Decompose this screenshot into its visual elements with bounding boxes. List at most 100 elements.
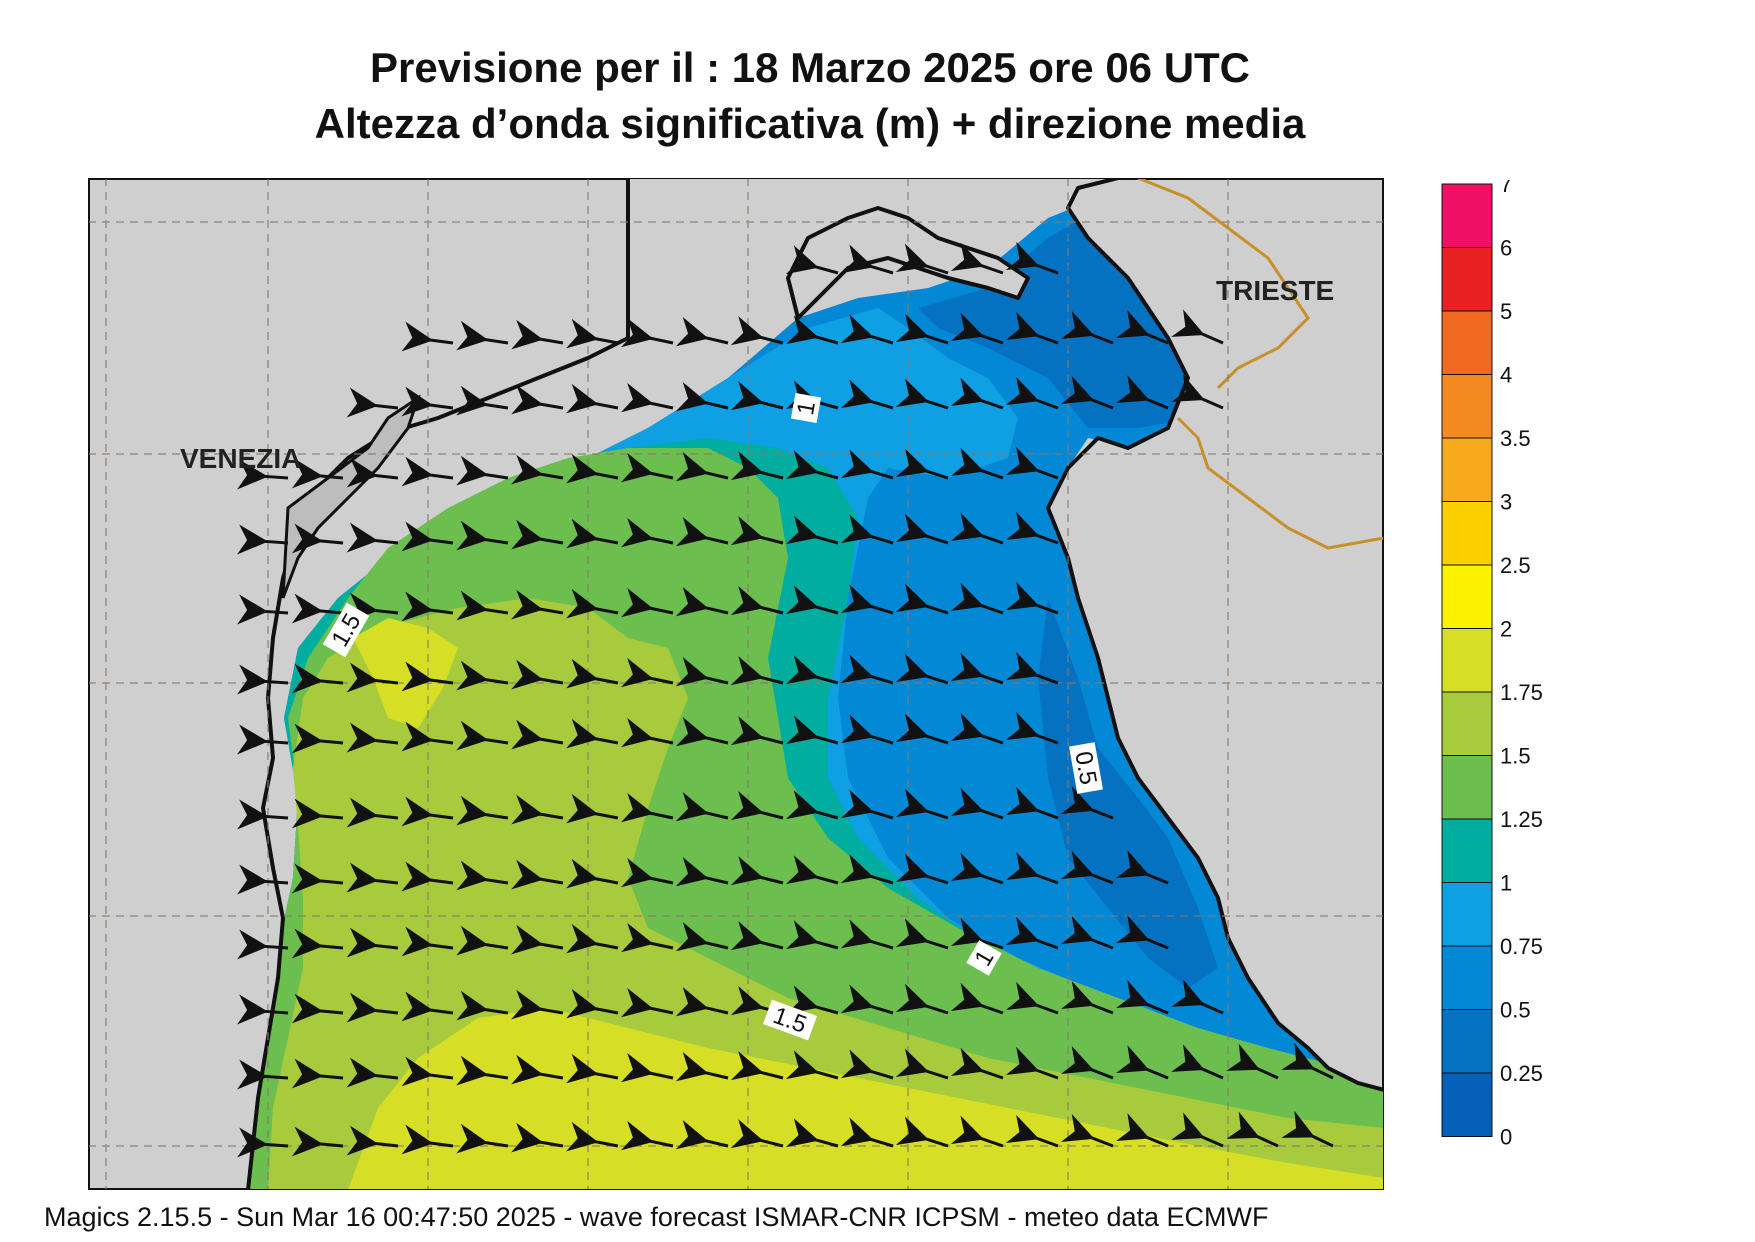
wave-arrow [346, 457, 399, 488]
wave-arrow [1116, 375, 1169, 410]
wave-arrow [1116, 980, 1169, 1015]
wave-arrow [785, 715, 839, 745]
wave-arrow [730, 921, 784, 951]
wave-arrow [237, 594, 289, 625]
wave-arrow [346, 592, 399, 623]
wave-arrow [1060, 1045, 1114, 1080]
wave-arrow [730, 791, 784, 821]
wave-arrow [511, 794, 564, 825]
wave-arrow [346, 522, 399, 553]
wave-arrow [237, 459, 289, 490]
wave-arrow [950, 852, 1004, 885]
wave-arrow [291, 1126, 344, 1157]
wave-arrow [401, 1124, 454, 1155]
wave-arrow [237, 524, 289, 555]
wave-arrow [675, 517, 729, 547]
wave-arrow [291, 993, 344, 1024]
wave-arrow [237, 994, 289, 1025]
wave-arrow [237, 799, 289, 830]
legend-label: 3 [1500, 490, 1512, 515]
wave-arrow [785, 790, 839, 820]
wave-arrow [1005, 1046, 1059, 1080]
wave-arrow [566, 718, 619, 749]
legend-swatch [1441, 755, 1493, 820]
wave-arrow [566, 988, 619, 1019]
wave-arrow [950, 312, 1004, 345]
legend-swatch [1441, 247, 1493, 312]
wave-arrow [566, 658, 619, 689]
wave-arrow [1281, 1110, 1334, 1148]
wave-arrow [291, 1058, 344, 1089]
legend-swatch [1441, 437, 1493, 502]
legend-swatch [1441, 1072, 1493, 1137]
wave-arrow [730, 381, 784, 411]
legend-label: 0 [1500, 1125, 1512, 1150]
wave-arrow [620, 857, 674, 888]
wave-arrow [566, 518, 619, 549]
wave-arrow [401, 991, 454, 1022]
wave-arrow [1005, 446, 1059, 480]
legend-label: 7 [1500, 180, 1512, 197]
wave-arrow [456, 320, 509, 351]
wave-arrow [1005, 511, 1059, 545]
wave-arrow [840, 584, 894, 615]
wave-arrow [1005, 711, 1059, 745]
wave-arrow [401, 521, 454, 552]
wave-arrow [401, 1056, 454, 1087]
wave-arrow [840, 449, 894, 480]
legend-label: 1.25 [1500, 807, 1543, 832]
wave-arrow [456, 1123, 509, 1154]
wave-arrow [511, 384, 564, 415]
wave-arrow [840, 1117, 894, 1148]
legend-label: 6 [1500, 236, 1512, 261]
wave-arrow [950, 447, 1004, 480]
wave-arrow [785, 450, 839, 480]
wave-arrow [566, 1053, 619, 1084]
wave-arrow [620, 452, 674, 483]
wave-arrow [511, 519, 564, 550]
wave-arrow [1060, 1113, 1114, 1148]
wave-arrow [1060, 310, 1114, 345]
legend-label: 2.5 [1500, 553, 1531, 578]
wave-arrow [950, 1047, 1004, 1080]
wave-arrow [895, 583, 949, 615]
wave-arrow [1171, 309, 1224, 345]
wave-arrow [675, 657, 729, 687]
legend-swatch [1441, 628, 1493, 693]
wave-arrow [895, 1048, 949, 1080]
wave-arrow [1116, 850, 1169, 885]
wave-arrow [620, 1052, 674, 1083]
venice-lagoon-land [88, 178, 630, 1190]
wave-height-map: 1 1.5 0.5 1 1.5 VENEZIA TRIESTE [88, 178, 1384, 1190]
wave-arrow [566, 793, 619, 824]
wave-arrow [401, 721, 454, 752]
wave-arrow [237, 1059, 289, 1090]
wave-arrow [840, 984, 894, 1015]
legend-label: 3.5 [1500, 426, 1531, 451]
wave-arrow [785, 855, 839, 885]
legend-swatch [1441, 183, 1493, 248]
wave-arrow [785, 315, 839, 345]
wave-arrow [840, 244, 894, 275]
footer-product: wave forecast ISMAR-CNR ICPSM [579, 1202, 1000, 1232]
wave-arrow [237, 929, 289, 960]
wave-arrow [511, 989, 564, 1020]
wave-arrow [950, 982, 1004, 1015]
wave-arrow [346, 1125, 399, 1156]
map-title: Previsione per il : 18 Marzo 2025 ore 06… [369, 44, 1251, 91]
wave-arrow [291, 593, 344, 624]
wave-arrow [895, 853, 949, 885]
wave-arrow [456, 795, 509, 826]
wave-arrow [1005, 651, 1059, 685]
legend-swatch [1441, 945, 1493, 1010]
wave-arrow [675, 452, 729, 482]
wave-arrow [1226, 1111, 1279, 1148]
wave-arrow [730, 716, 784, 746]
wave-arrow [1060, 375, 1114, 410]
wave-arrow [456, 520, 509, 551]
wave-arrow [401, 796, 454, 827]
wave-arrow [291, 863, 344, 894]
wave-arrow [620, 717, 674, 748]
legend-label: 0.75 [1500, 934, 1543, 959]
wave-arrow [730, 586, 784, 616]
